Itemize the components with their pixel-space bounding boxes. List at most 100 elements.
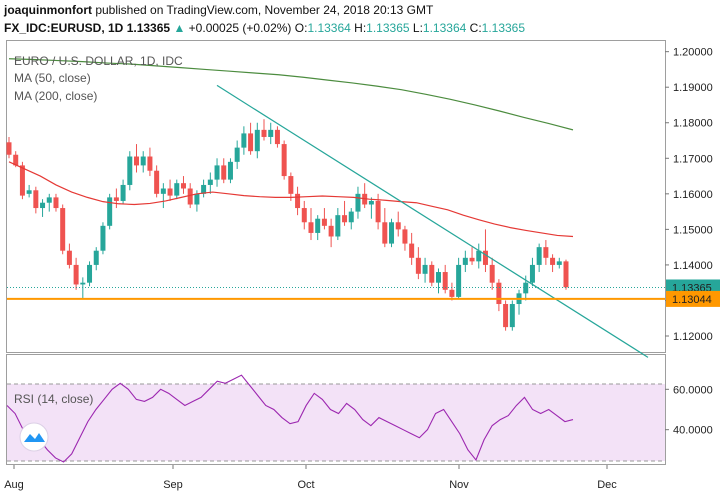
candle-body xyxy=(154,170,160,194)
candle-body xyxy=(543,247,549,258)
candle-body xyxy=(268,129,274,137)
candle-body xyxy=(509,304,515,328)
candle-body xyxy=(315,218,321,233)
candle-body xyxy=(46,197,52,203)
candle-body xyxy=(6,142,12,155)
candle-body xyxy=(167,188,173,196)
chart-title: EURO / U.S. DOLLAR, 1D, IDC xyxy=(14,54,183,68)
candle-body xyxy=(536,247,542,265)
candle-body xyxy=(80,282,86,285)
candle-body xyxy=(556,261,562,265)
candle-body xyxy=(66,250,72,265)
candle-body xyxy=(375,200,381,223)
candle-body xyxy=(254,129,260,152)
candle-body xyxy=(274,129,280,145)
symbol-label: FX_IDC:EURUSD, 1D xyxy=(4,21,124,35)
candle-body xyxy=(335,215,341,237)
candle-body xyxy=(563,261,569,288)
candle-body xyxy=(482,250,488,265)
candle-body xyxy=(140,156,146,166)
candle-body xyxy=(295,193,301,209)
candle-body xyxy=(355,193,361,212)
author-name[interactable]: joaquinmonfort xyxy=(4,3,92,17)
time-tick-label: Aug xyxy=(4,479,24,491)
legend-ma200: MA (200, close) xyxy=(14,89,97,103)
low-value: 1.13364 xyxy=(422,21,467,35)
rsi-pane[interactable] xyxy=(6,354,666,465)
legend-ma50: MA (50, close) xyxy=(14,71,91,85)
candle-body xyxy=(529,264,535,283)
candle-body xyxy=(60,208,66,251)
candle-body xyxy=(127,156,133,185)
high-label: H: xyxy=(354,21,367,35)
price-tick-label: 1.19000 xyxy=(673,82,713,94)
candle-body xyxy=(462,257,468,265)
rsi-title: RSI (14, close) xyxy=(14,392,93,406)
candle-body xyxy=(409,243,415,258)
price-tick-label: 1.15000 xyxy=(673,224,713,236)
candle-body xyxy=(442,272,448,290)
candle-body xyxy=(26,190,32,194)
candle-body xyxy=(489,264,495,283)
candle-body xyxy=(402,229,408,244)
rsi-tick-label: 40.0000 xyxy=(673,425,713,437)
candle-body xyxy=(415,257,421,274)
candle-body xyxy=(174,183,180,196)
candle-body xyxy=(40,202,46,209)
candle-body xyxy=(523,282,529,294)
high-value: 1.13365 xyxy=(366,21,410,35)
candle-body xyxy=(53,197,59,209)
candle-body xyxy=(321,218,327,226)
cloud-logo-icon[interactable] xyxy=(19,422,49,452)
candle-body xyxy=(180,183,186,189)
ma50-line xyxy=(8,161,574,238)
candle-body xyxy=(160,188,166,194)
last-price: 1.13365 xyxy=(126,21,171,35)
candle-body xyxy=(389,222,395,244)
candle-body xyxy=(382,222,388,244)
rsi-axis[interactable]: 60.0000 40.0000 xyxy=(665,384,713,437)
candle-body xyxy=(469,257,475,262)
candle-body xyxy=(227,161,233,180)
candle-body xyxy=(281,144,287,177)
candle-body xyxy=(234,147,240,162)
candles xyxy=(6,119,569,331)
candle-body xyxy=(456,264,462,297)
price-tick-label: 1.16000 xyxy=(673,189,713,201)
candle-body xyxy=(449,289,455,297)
price-tick-label: 1.20000 xyxy=(673,47,713,59)
time-tick-label: Dec xyxy=(597,479,617,491)
time-tick-label: Nov xyxy=(449,479,469,491)
price-tick-label: 1.17000 xyxy=(673,153,713,165)
candle-body xyxy=(342,215,348,223)
candle-body xyxy=(368,200,374,205)
candle-body xyxy=(308,222,314,233)
price-tick-label: 1.12000 xyxy=(673,331,713,343)
published-text: published on TradingView.com, November 2… xyxy=(95,3,434,17)
candle-body xyxy=(214,165,220,180)
candle-body xyxy=(248,133,254,152)
price-tag-label: 1.13044 xyxy=(672,294,712,306)
candle-body xyxy=(134,156,140,166)
time-axis[interactable]: Aug Sep Oct Nov Dec xyxy=(4,465,617,491)
candle-body xyxy=(301,208,307,223)
candle-body xyxy=(503,304,509,328)
candle-body xyxy=(288,176,294,194)
time-tick-label: Sep xyxy=(163,479,183,491)
trendline[interactable] xyxy=(216,84,649,358)
candle-body xyxy=(33,190,39,209)
rsi-tick-label: 60.0000 xyxy=(673,384,713,396)
price-pane[interactable] xyxy=(6,40,666,353)
candle-body xyxy=(13,154,19,166)
candle-body xyxy=(261,129,267,137)
candle-body xyxy=(147,156,153,171)
close-value: 1.13365 xyxy=(481,21,526,35)
candle-body xyxy=(87,264,93,283)
candle-body xyxy=(429,264,435,283)
close-label: C: xyxy=(469,21,482,35)
price-change: +0.00025 (+0.02%) xyxy=(188,21,292,35)
price-axis[interactable]: 1.120001.130001.140001.150001.160001.170… xyxy=(665,47,713,343)
candle-body xyxy=(395,222,401,230)
